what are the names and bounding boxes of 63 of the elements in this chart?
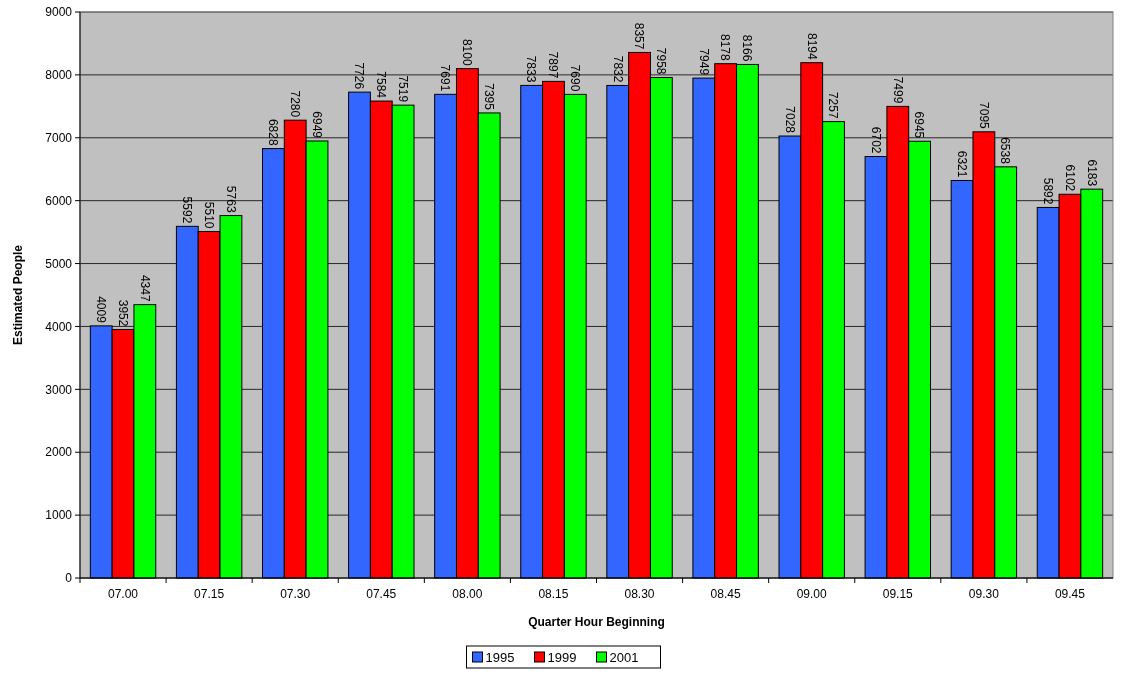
x-tick-label: 08.45: [710, 587, 741, 601]
x-tick-label: 09.45: [1054, 587, 1086, 601]
y-tick-label: 8000: [45, 68, 73, 83]
data-label: 7833: [524, 55, 539, 83]
data-label: 7584: [374, 71, 389, 99]
x-tick-label: 07.00: [108, 587, 139, 601]
data-label: 7949: [696, 48, 711, 76]
y-tick-label: 6000: [45, 193, 73, 208]
x-tick-label: 08.15: [538, 587, 569, 601]
legend-label: 1995: [485, 649, 515, 665]
y-tick-label: 3000: [45, 382, 73, 397]
data-label: 7897: [546, 51, 561, 79]
data-label: 8194: [804, 32, 819, 61]
data-label: 6945: [912, 111, 927, 139]
y-tick-label: 4000: [45, 319, 73, 334]
data-label: 7257: [826, 91, 841, 119]
data-label: 7832: [610, 55, 625, 83]
data-label: 4009: [94, 296, 109, 324]
data-label: 7690: [568, 64, 583, 92]
data-label: 8178: [718, 33, 733, 62]
data-label: 7280: [288, 90, 303, 118]
data-label: 4347: [137, 274, 152, 302]
x-tick-label: 07.30: [280, 587, 311, 601]
data-label: 7519: [395, 75, 410, 103]
y-tick-label: 5000: [45, 256, 73, 271]
data-label: 6183: [1084, 159, 1099, 187]
x-tick-label: 09.15: [882, 587, 914, 601]
y-axis-title: Estimated People: [11, 244, 25, 346]
data-label: 8166: [740, 34, 755, 62]
x-tick-label: 08.30: [624, 587, 655, 601]
legend-label: 1999: [547, 649, 577, 665]
data-label: 8100: [460, 38, 475, 66]
x-tick-label: 09.00: [796, 587, 828, 601]
data-label: 8357: [632, 22, 647, 50]
data-label: 5510: [201, 201, 216, 229]
x-tick-label: 09.30: [968, 587, 1000, 601]
data-label: 7958: [654, 47, 669, 75]
data-label: 6702: [868, 126, 883, 154]
data-label: 3952: [115, 299, 130, 327]
y-tick-label: 0: [65, 571, 73, 586]
data-label: 7028: [782, 106, 797, 134]
data-label: 6828: [266, 118, 281, 146]
x-axis-title: Quarter Hour Beginning: [528, 615, 665, 629]
y-tick-label: 7000: [45, 130, 73, 145]
legend-label: 2001: [609, 649, 639, 665]
data-label: 7691: [438, 64, 453, 92]
data-label: 5592: [180, 196, 195, 224]
x-tick-label: 07.15: [194, 587, 225, 601]
data-label: 6949: [309, 111, 324, 139]
data-label: 5892: [1040, 177, 1055, 205]
y-tick-label: 9000: [45, 5, 73, 20]
data-label: 6321: [954, 150, 969, 178]
x-tick-label: 08.00: [452, 587, 483, 601]
data-label: 7726: [352, 62, 367, 90]
x-tick-label: 07.45: [366, 587, 397, 601]
data-label: 7395: [481, 83, 496, 111]
data-label: 6538: [998, 137, 1013, 165]
y-tick-label: 2000: [45, 445, 73, 460]
data-label: 7499: [890, 76, 905, 104]
data-label: 6102: [1062, 164, 1077, 192]
data-label: 5763: [223, 185, 238, 213]
y-tick-label: 1000: [45, 508, 73, 523]
data-label: 7095: [976, 102, 991, 130]
